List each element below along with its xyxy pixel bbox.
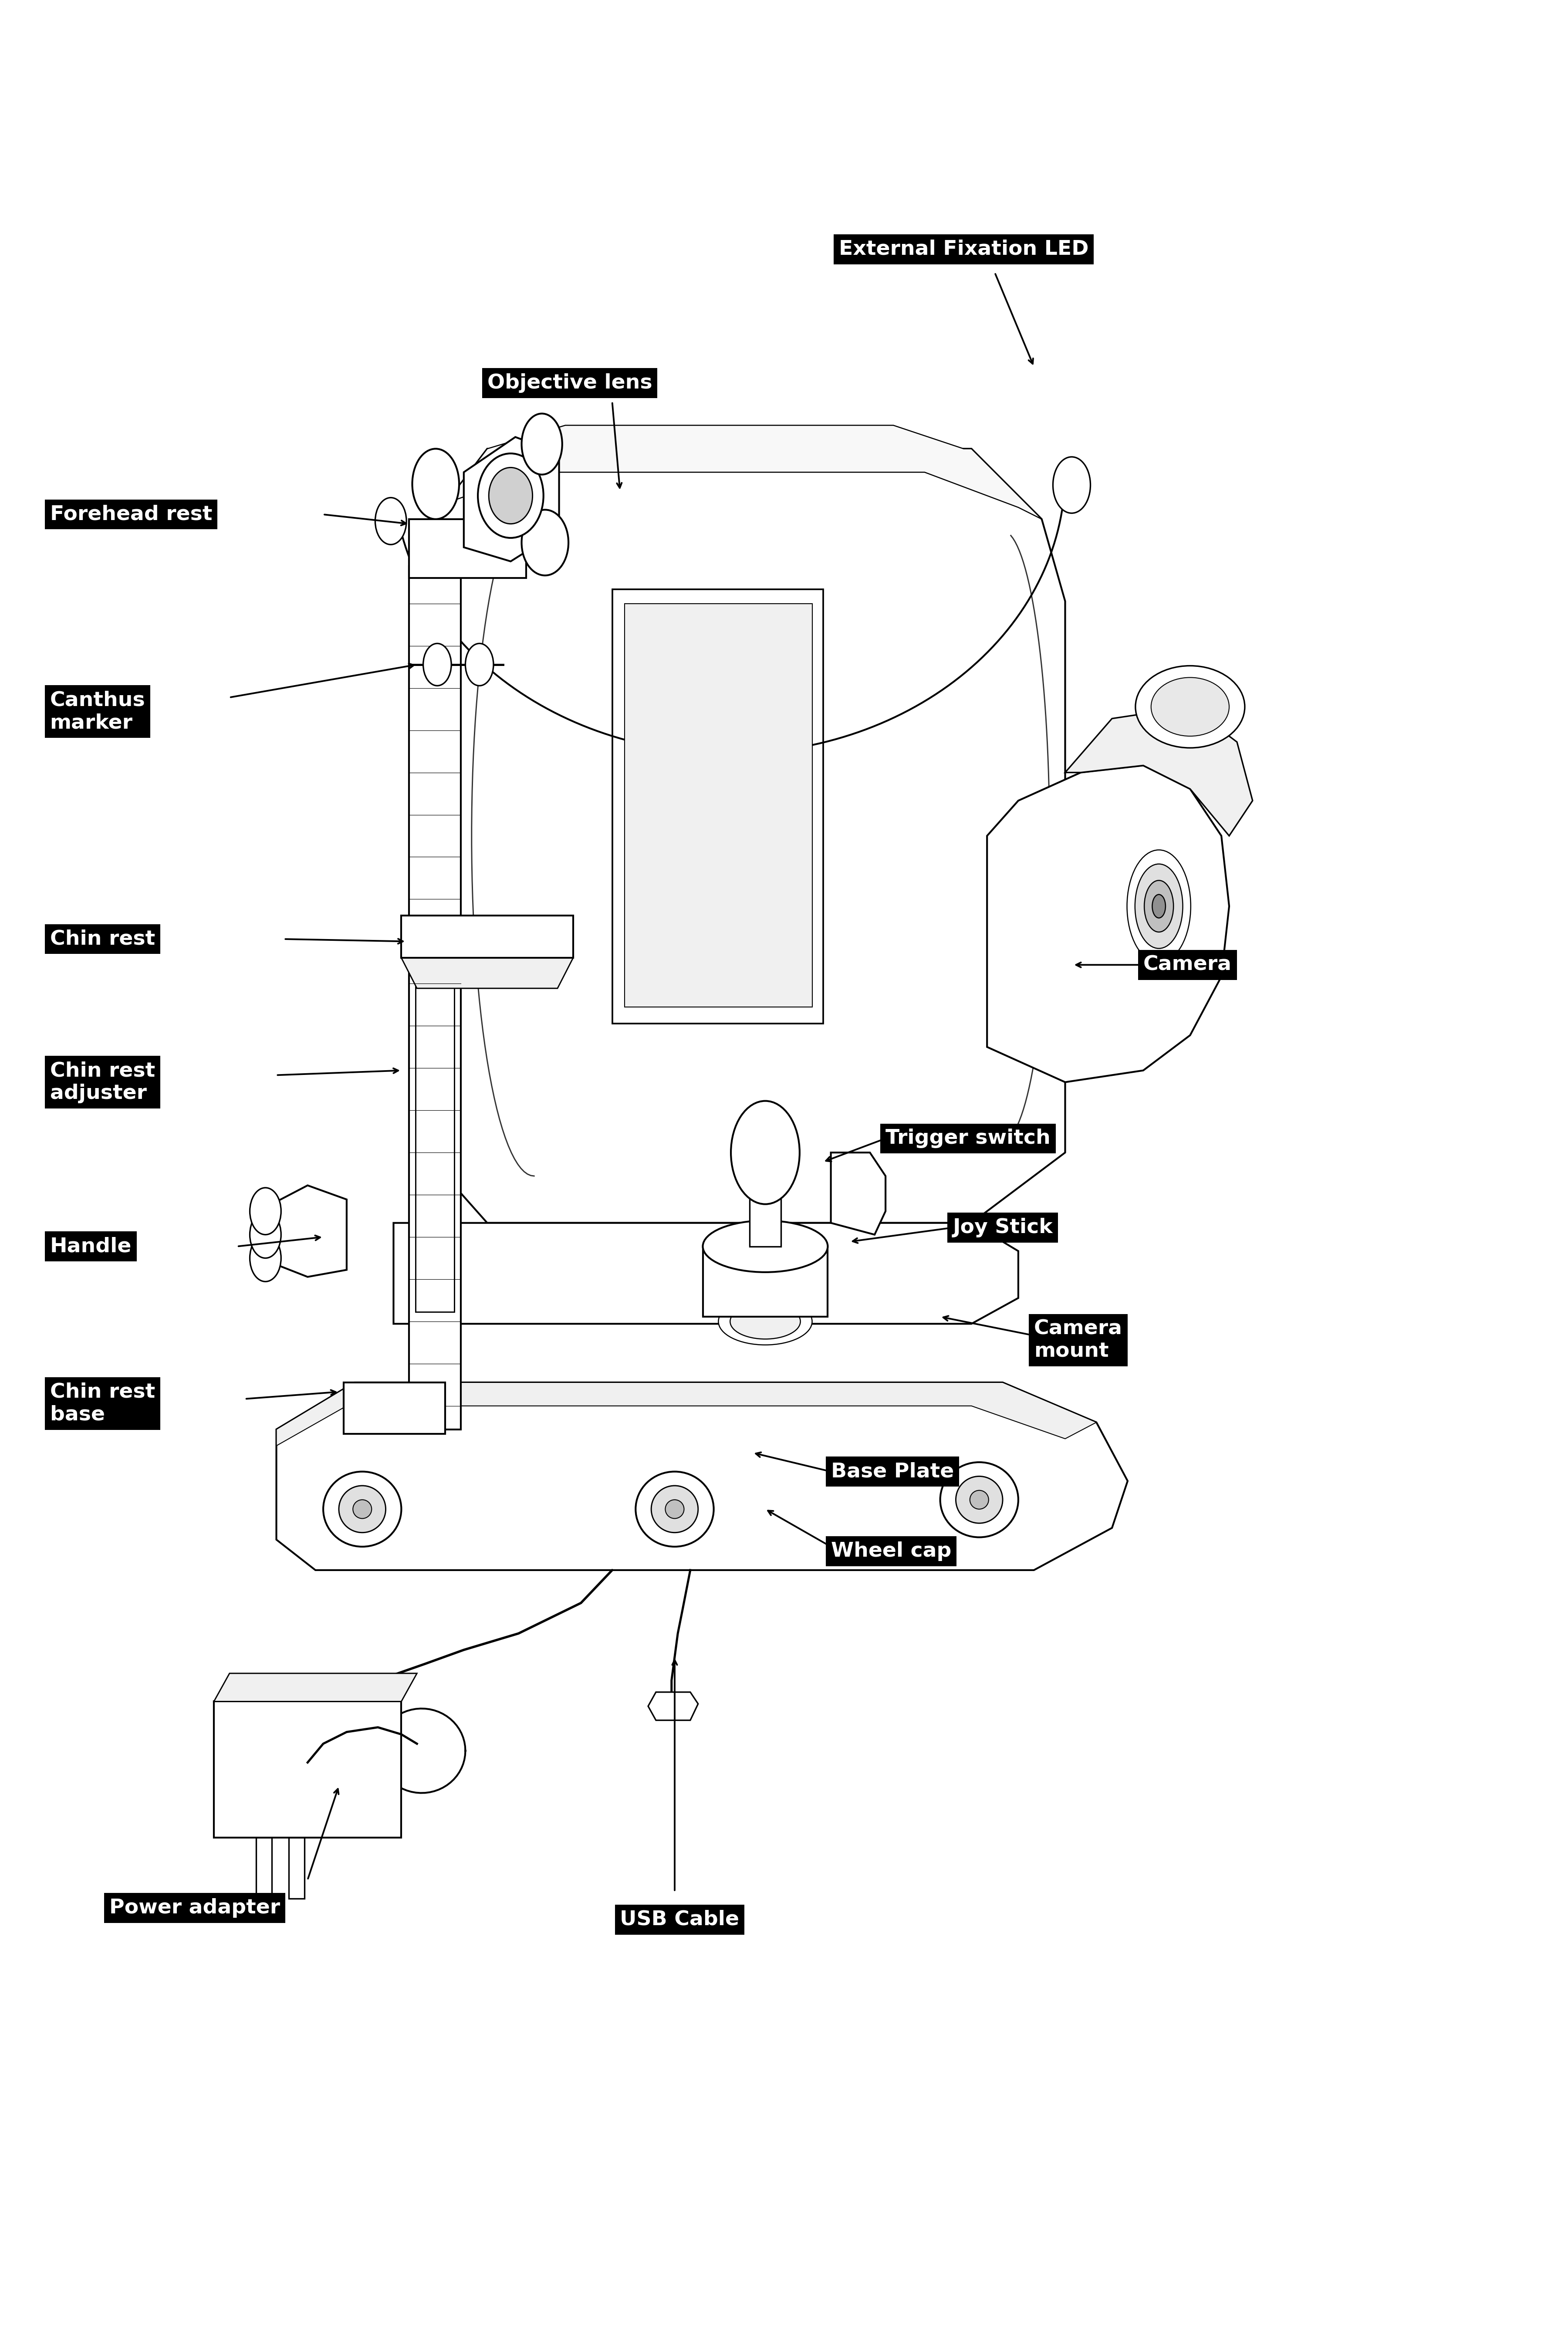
Ellipse shape <box>665 1501 684 1519</box>
Ellipse shape <box>478 454 544 539</box>
Text: Chin rest
adjuster: Chin rest adjuster <box>50 1061 155 1103</box>
Text: Power adapter: Power adapter <box>110 1898 281 1917</box>
Circle shape <box>249 1188 281 1235</box>
Polygon shape <box>213 1672 417 1700</box>
Text: Joy Stick: Joy Stick <box>953 1218 1052 1237</box>
Text: Base Plate: Base Plate <box>831 1463 953 1482</box>
Ellipse shape <box>489 468 533 524</box>
Circle shape <box>423 644 452 687</box>
Ellipse shape <box>1151 677 1229 736</box>
Text: Wheel cap: Wheel cap <box>831 1541 952 1562</box>
Bar <box>256 1837 271 1898</box>
Circle shape <box>249 1235 281 1282</box>
Ellipse shape <box>941 1463 1018 1538</box>
Polygon shape <box>831 1152 886 1235</box>
Ellipse shape <box>353 1501 372 1519</box>
Text: Canthus
marker: Canthus marker <box>50 691 146 731</box>
Text: Camera: Camera <box>1143 955 1232 974</box>
Bar <box>612 590 823 1023</box>
Circle shape <box>731 1101 800 1204</box>
Ellipse shape <box>323 1472 401 1548</box>
Polygon shape <box>401 957 574 988</box>
Text: External Fixation LED: External Fixation LED <box>839 240 1088 259</box>
Ellipse shape <box>635 1472 713 1548</box>
Circle shape <box>1054 456 1090 513</box>
Bar <box>702 1247 828 1317</box>
Polygon shape <box>648 1691 698 1719</box>
Polygon shape <box>986 764 1229 1082</box>
Ellipse shape <box>1135 666 1245 748</box>
Circle shape <box>412 449 459 520</box>
Bar <box>343 1383 445 1435</box>
Ellipse shape <box>956 1477 1002 1524</box>
Text: Trigger switch: Trigger switch <box>886 1129 1051 1148</box>
Text: Chin rest: Chin rest <box>50 929 155 948</box>
Ellipse shape <box>971 1491 988 1510</box>
Bar <box>750 1157 781 1247</box>
Ellipse shape <box>522 510 569 576</box>
Ellipse shape <box>731 1303 800 1338</box>
Ellipse shape <box>1127 849 1190 962</box>
Bar <box>624 604 812 1007</box>
Ellipse shape <box>1145 880 1173 931</box>
Text: Camera
mount: Camera mount <box>1033 1319 1123 1362</box>
Ellipse shape <box>1135 863 1182 948</box>
Ellipse shape <box>651 1486 698 1534</box>
Polygon shape <box>425 449 1065 1223</box>
Text: Forehead rest: Forehead rest <box>50 506 212 524</box>
Circle shape <box>466 644 494 687</box>
Ellipse shape <box>1152 894 1165 917</box>
Polygon shape <box>425 426 1041 532</box>
Text: Objective lens: Objective lens <box>488 374 652 393</box>
Bar <box>401 915 574 957</box>
Polygon shape <box>276 1383 1096 1446</box>
Bar <box>409 567 461 1430</box>
Text: USB Cable: USB Cable <box>619 1910 740 1929</box>
Text: Chin rest
base: Chin rest base <box>50 1383 155 1425</box>
Circle shape <box>375 499 406 546</box>
Text: Handle: Handle <box>50 1237 132 1256</box>
Polygon shape <box>265 1185 347 1277</box>
Ellipse shape <box>702 1221 828 1272</box>
Ellipse shape <box>339 1486 386 1534</box>
Polygon shape <box>276 1383 1127 1571</box>
Circle shape <box>249 1211 281 1258</box>
Bar <box>289 1837 304 1898</box>
Bar <box>416 964 455 1312</box>
Polygon shape <box>464 437 560 562</box>
Polygon shape <box>1065 708 1253 835</box>
Bar <box>213 1700 401 1837</box>
Circle shape <box>522 414 563 475</box>
Bar <box>409 520 527 579</box>
Ellipse shape <box>718 1298 812 1345</box>
Polygon shape <box>394 1223 1018 1324</box>
